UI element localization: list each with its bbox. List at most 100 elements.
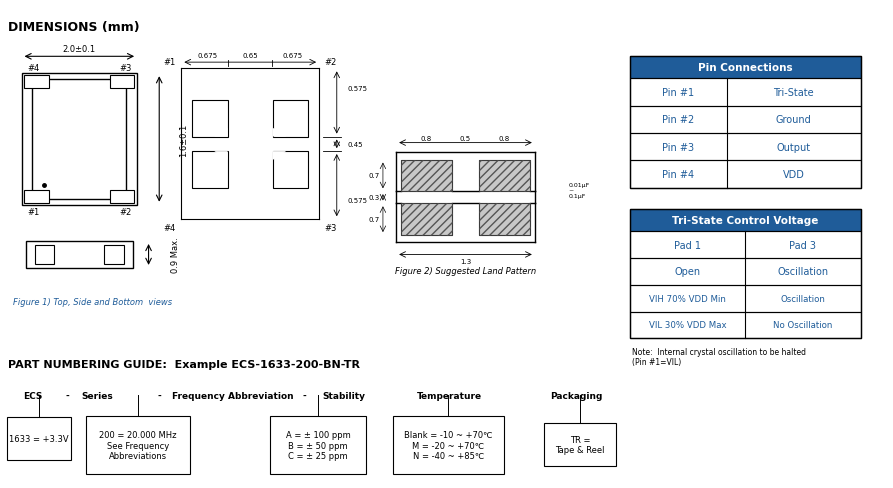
Text: Pad 3: Pad 3: [789, 240, 816, 250]
Polygon shape: [214, 152, 228, 161]
Bar: [630, 79, 861, 106]
Text: 1633 = +3.3V: 1633 = +3.3V: [9, 434, 69, 443]
Bar: [104, 245, 124, 264]
Bar: [401, 204, 452, 236]
Text: 0.3: 0.3: [369, 195, 380, 201]
Text: Ground: Ground: [776, 115, 812, 125]
Bar: [630, 232, 861, 259]
Bar: [630, 57, 861, 79]
Text: #3: #3: [324, 224, 337, 233]
Text: -: -: [66, 391, 70, 400]
Text: Series: Series: [81, 391, 113, 400]
Bar: [401, 204, 452, 236]
Text: 0.9 Max.: 0.9 Max.: [171, 237, 179, 273]
Bar: [393, 416, 504, 474]
Text: Packaging: Packaging: [550, 391, 603, 400]
Text: -: -: [302, 391, 305, 400]
Text: #2: #2: [324, 58, 337, 66]
Bar: [273, 101, 308, 137]
Text: 0.8: 0.8: [421, 136, 432, 142]
Bar: [630, 106, 861, 134]
Text: Pin #4: Pin #4: [662, 169, 694, 180]
Bar: [630, 259, 861, 285]
Bar: [21, 74, 137, 205]
Text: 2.0±0.1: 2.0±0.1: [63, 44, 96, 53]
Text: 0.575: 0.575: [347, 86, 367, 92]
Text: 0.65: 0.65: [242, 53, 258, 59]
Text: Oscillation: Oscillation: [777, 267, 829, 277]
Text: 1.6±0.1: 1.6±0.1: [179, 123, 188, 156]
Text: TR =
Tape & Reel: TR = Tape & Reel: [555, 435, 605, 454]
Bar: [110, 190, 134, 203]
Text: 0.8: 0.8: [499, 136, 510, 142]
Polygon shape: [273, 128, 286, 137]
Text: Note:  Internal crystal oscillation to be halted
(Pin #1=VIL): Note: Internal crystal oscillation to be…: [632, 347, 806, 366]
Bar: [32, 80, 127, 200]
Text: Pin #1: Pin #1: [662, 88, 694, 98]
Bar: [630, 210, 861, 339]
Text: ECS: ECS: [23, 391, 43, 400]
Text: 0.01µF
~
0.1µF: 0.01µF ~ 0.1µF: [569, 183, 589, 199]
Text: VDD: VDD: [782, 169, 805, 180]
Text: Pin #3: Pin #3: [662, 142, 694, 152]
Bar: [86, 416, 190, 474]
Bar: [401, 160, 452, 192]
Text: No Oscillation: No Oscillation: [773, 321, 832, 330]
Text: 200 = 20.000 MHz
See Frequency
Abbreviations: 200 = 20.000 MHz See Frequency Abbreviat…: [99, 430, 177, 460]
Bar: [24, 190, 49, 203]
Text: 0.7: 0.7: [369, 173, 380, 179]
Bar: [6, 417, 71, 460]
Text: #1: #1: [163, 58, 176, 66]
Bar: [192, 152, 228, 188]
Bar: [479, 204, 530, 236]
Bar: [630, 57, 861, 188]
Bar: [110, 76, 134, 89]
Text: #4: #4: [27, 64, 39, 73]
Polygon shape: [214, 128, 228, 137]
Bar: [630, 161, 861, 188]
Bar: [630, 285, 861, 312]
Text: Figure 1) Top, Side and Bottom  views: Figure 1) Top, Side and Bottom views: [13, 297, 171, 306]
Bar: [271, 416, 366, 474]
Bar: [401, 160, 452, 192]
Text: #3: #3: [120, 64, 131, 73]
Text: Pad 1: Pad 1: [674, 240, 701, 250]
Text: 0.575: 0.575: [347, 197, 367, 203]
Text: Pin Connections: Pin Connections: [697, 63, 792, 73]
Bar: [630, 134, 861, 161]
Text: 0.45: 0.45: [347, 142, 363, 147]
Bar: [24, 76, 49, 89]
Text: Output: Output: [777, 142, 811, 152]
Text: VIH 70% VDD Min: VIH 70% VDD Min: [649, 294, 726, 303]
Text: #4: #4: [163, 224, 176, 233]
Text: Pin #2: Pin #2: [662, 115, 695, 125]
Text: Tri-State Control Voltage: Tri-State Control Voltage: [672, 216, 818, 226]
Text: 1.3: 1.3: [460, 258, 472, 264]
Bar: [479, 204, 530, 236]
Text: Frequency Abbreviation: Frequency Abbreviation: [172, 391, 294, 400]
Text: 0.5: 0.5: [460, 136, 471, 142]
Text: Open: Open: [674, 267, 700, 277]
Bar: [630, 312, 861, 339]
Text: PART NUMBERING GUIDE:  Example ECS-1633-200-BN-TR: PART NUMBERING GUIDE: Example ECS-1633-2…: [8, 360, 360, 369]
Bar: [630, 210, 861, 232]
Text: #1: #1: [27, 208, 39, 217]
Bar: [479, 160, 530, 192]
Polygon shape: [273, 152, 286, 161]
Text: 0.7: 0.7: [369, 217, 380, 223]
Bar: [192, 101, 228, 137]
Text: 0.675: 0.675: [198, 53, 218, 59]
Text: Oscillation: Oscillation: [780, 294, 825, 303]
Text: 0.675: 0.675: [282, 53, 303, 59]
Text: Blank = -10 ~ +70℃
M = -20 ~ +70℃
N = -40 ~ +85℃: Blank = -10 ~ +70℃ M = -20 ~ +70℃ N = -4…: [404, 430, 492, 460]
Text: #2: #2: [120, 208, 131, 217]
Bar: [35, 245, 54, 264]
Text: Stability: Stability: [322, 391, 365, 400]
Bar: [26, 242, 132, 268]
Text: Tri-State: Tri-State: [773, 88, 814, 98]
Text: Temperature: Temperature: [417, 391, 482, 400]
Bar: [273, 152, 308, 188]
Text: VIL 30% VDD Max: VIL 30% VDD Max: [648, 321, 726, 330]
Text: A = ± 100 ppm
B = ± 50 ppm
C = ± 25 ppm: A = ± 100 ppm B = ± 50 ppm C = ± 25 ppm: [286, 430, 350, 460]
Text: DIMENSIONS (mm): DIMENSIONS (mm): [8, 21, 140, 34]
